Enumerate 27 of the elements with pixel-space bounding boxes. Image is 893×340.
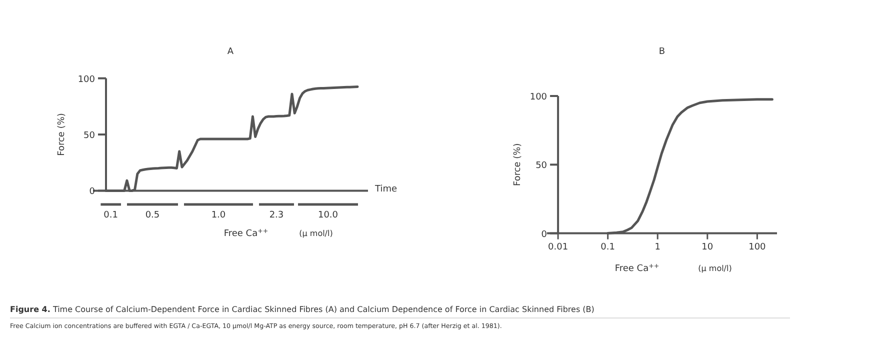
x-axis-title: Time: [374, 184, 398, 195]
y-tick-label: 0: [89, 187, 96, 198]
text: 0.1: [104, 210, 118, 221]
text: 2.3: [269, 210, 284, 221]
text: 10.0: [318, 210, 338, 221]
y-axis-title: Force (%): [513, 143, 523, 186]
text: Free Ca$^{++}$: [224, 228, 268, 239]
y-axis-title: Force (%): [57, 113, 67, 156]
chart-title: B: [658, 47, 666, 57]
x-tick-label: 0.01: [548, 242, 568, 252]
y-tick-label: 50: [84, 131, 96, 141]
text: 1.0: [211, 210, 226, 221]
y-tick-label: 100: [78, 74, 96, 85]
y-tick-label: 50: [536, 161, 548, 172]
x-tick-label: 0.1: [600, 242, 615, 252]
y-tick-label: 100: [530, 92, 548, 102]
text: 0.5: [145, 210, 160, 221]
text: (μ mol/l): [698, 264, 732, 273]
x-tick-label: 1: [654, 242, 660, 252]
chart-title: A: [227, 47, 234, 57]
text: (μ mol/l): [299, 229, 333, 238]
x-tick-label: 10: [702, 242, 714, 252]
text: Time Course of Calcium-Dependent Force in Cardiac Skinned Fibres (A) and Calcium Dependence of Force in Cardiac Skinned Fibres (B): [50, 305, 594, 314]
caption: Figure 4.: [10, 305, 50, 314]
x-axis-title: Free Ca$^{++}$: [614, 262, 660, 274]
y-tick-label: 0: [541, 230, 548, 240]
x-tick-label: 100: [748, 242, 766, 252]
